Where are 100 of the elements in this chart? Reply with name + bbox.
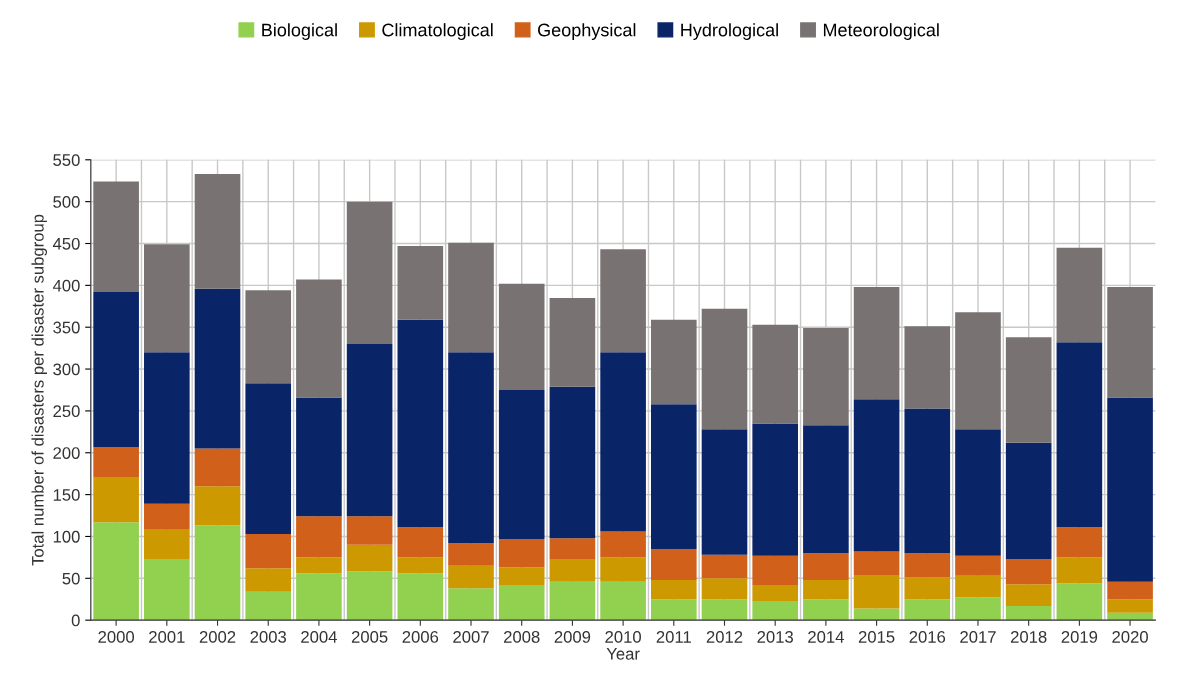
bar bbox=[955, 575, 1001, 598]
bar bbox=[346, 201, 393, 344]
bar bbox=[1107, 581, 1153, 600]
bar bbox=[448, 242, 494, 353]
bar bbox=[549, 297, 596, 387]
bar bbox=[1056, 583, 1103, 621]
x-tick-label: 2012 bbox=[706, 631, 743, 643]
bar bbox=[194, 174, 241, 289]
bar bbox=[296, 557, 342, 574]
bar bbox=[600, 557, 646, 582]
x-tick-label: 2001 bbox=[149, 631, 185, 643]
bar bbox=[752, 324, 799, 424]
bar bbox=[1107, 599, 1153, 613]
bar bbox=[803, 579, 849, 600]
bar bbox=[549, 581, 596, 621]
y-tick-label: 550 bbox=[53, 154, 80, 166]
y-tick-label: 300 bbox=[53, 363, 80, 376]
x-tick-label: 2008 bbox=[504, 631, 540, 643]
bar bbox=[1107, 612, 1153, 621]
bar bbox=[245, 533, 292, 569]
x-tick-label: 2011 bbox=[656, 631, 691, 643]
bar bbox=[701, 429, 748, 555]
y-tick-label: 0 bbox=[71, 614, 80, 627]
x-tick-label: 2018 bbox=[1010, 631, 1047, 643]
bar bbox=[397, 573, 444, 621]
bar bbox=[296, 516, 342, 558]
bar bbox=[904, 577, 951, 600]
bar bbox=[650, 599, 697, 621]
bar bbox=[93, 446, 139, 478]
bar bbox=[853, 574, 900, 609]
bar bbox=[803, 553, 849, 580]
bar bbox=[448, 352, 494, 544]
y-tick-label: 200 bbox=[53, 447, 80, 459]
x-tick-label: 2009 bbox=[554, 631, 591, 643]
bar bbox=[194, 486, 241, 526]
bar bbox=[1005, 605, 1052, 621]
bar bbox=[955, 555, 1001, 576]
bar bbox=[93, 292, 139, 447]
bar bbox=[498, 585, 545, 621]
bar bbox=[803, 425, 849, 554]
bar bbox=[904, 553, 951, 578]
x-tick-label: 2020 bbox=[1112, 631, 1148, 643]
bar bbox=[448, 543, 494, 566]
bar bbox=[600, 249, 646, 353]
x-tick-label: 2004 bbox=[301, 631, 337, 643]
bar bbox=[853, 287, 900, 400]
bar bbox=[296, 397, 342, 517]
bar bbox=[650, 579, 697, 600]
x-tick-label: 2007 bbox=[453, 631, 489, 643]
legend-label: Meteorological bbox=[823, 23, 939, 40]
bar bbox=[93, 522, 139, 621]
bar bbox=[1056, 342, 1103, 528]
bar bbox=[600, 531, 646, 558]
legend-label: Hydrological bbox=[681, 23, 778, 40]
x-tick-label: 2005 bbox=[351, 631, 388, 643]
bar bbox=[144, 559, 190, 621]
bar bbox=[1005, 442, 1052, 560]
bar bbox=[853, 551, 900, 575]
bar bbox=[144, 352, 190, 504]
bar bbox=[1005, 337, 1052, 443]
x-tick-label: 2019 bbox=[1061, 631, 1098, 643]
bar bbox=[245, 290, 292, 384]
y-tick-label: 350 bbox=[53, 321, 80, 334]
bar bbox=[448, 588, 494, 621]
bar bbox=[397, 246, 444, 320]
bar bbox=[904, 408, 951, 554]
bar bbox=[549, 538, 596, 560]
bar bbox=[752, 555, 799, 586]
bar bbox=[904, 326, 951, 409]
y-tick-label: 450 bbox=[52, 237, 80, 250]
bar bbox=[1056, 247, 1103, 343]
bar bbox=[498, 567, 545, 586]
bar bbox=[955, 597, 1001, 621]
x-tick-label: 2000 bbox=[98, 631, 135, 643]
bar bbox=[803, 328, 849, 426]
bar bbox=[93, 477, 139, 523]
bar bbox=[194, 525, 241, 621]
bar bbox=[498, 538, 545, 568]
x-tick-label: 2017 bbox=[960, 631, 996, 643]
y-tick-label: 150 bbox=[53, 489, 80, 501]
x-tick-label: 2015 bbox=[858, 631, 895, 643]
bar bbox=[397, 557, 444, 574]
bar bbox=[803, 599, 849, 621]
x-tick-label: 2010 bbox=[605, 631, 641, 643]
bar bbox=[245, 591, 292, 621]
bar bbox=[549, 559, 596, 582]
bar bbox=[650, 319, 697, 405]
bar bbox=[93, 181, 139, 293]
bar bbox=[397, 527, 444, 558]
bar bbox=[1005, 559, 1052, 585]
bar bbox=[955, 312, 1001, 430]
bar bbox=[498, 283, 545, 390]
bar bbox=[296, 573, 342, 621]
bar bbox=[650, 404, 697, 550]
bar bbox=[346, 544, 393, 572]
bar bbox=[296, 279, 342, 398]
legend-label: Biological bbox=[262, 23, 337, 40]
x-tick-label: 2016 bbox=[909, 631, 946, 643]
y-tick-label: 100 bbox=[53, 530, 80, 543]
y-tick-label: 400 bbox=[52, 279, 80, 292]
